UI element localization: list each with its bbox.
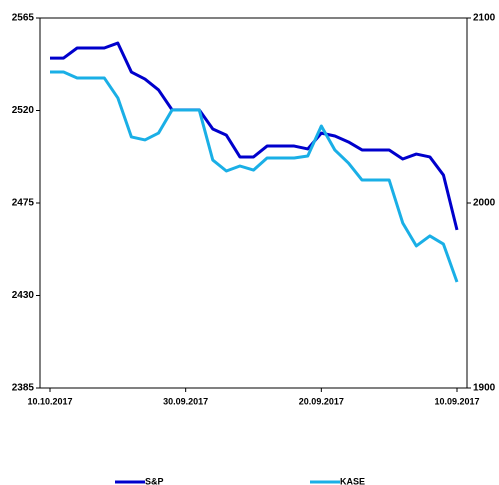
x-tick-label: 30.09.2017 [163,396,208,406]
y2-tick-label: 1900 [473,383,496,394]
y-tick-label: 2565 [12,13,35,24]
legend-label: S&P [145,476,164,485]
legend-label: KASE [340,476,365,485]
x-tick-label: 10.09.2017 [434,396,479,406]
plot-frame [39,17,468,389]
y-tick-label: 2475 [12,198,35,209]
y-tick-label: 2520 [12,105,35,116]
y-tick-label: 2430 [12,290,35,301]
y-tick-label: 2385 [12,383,35,394]
x-tick-label: 20.09.2017 [299,396,344,406]
y2-tick-label: 2100 [473,13,496,24]
series-line [50,70,459,283]
series-line [50,41,459,231]
x-tick-label: 10.10.2017 [27,396,72,406]
y2-tick-label: 2000 [473,198,496,209]
